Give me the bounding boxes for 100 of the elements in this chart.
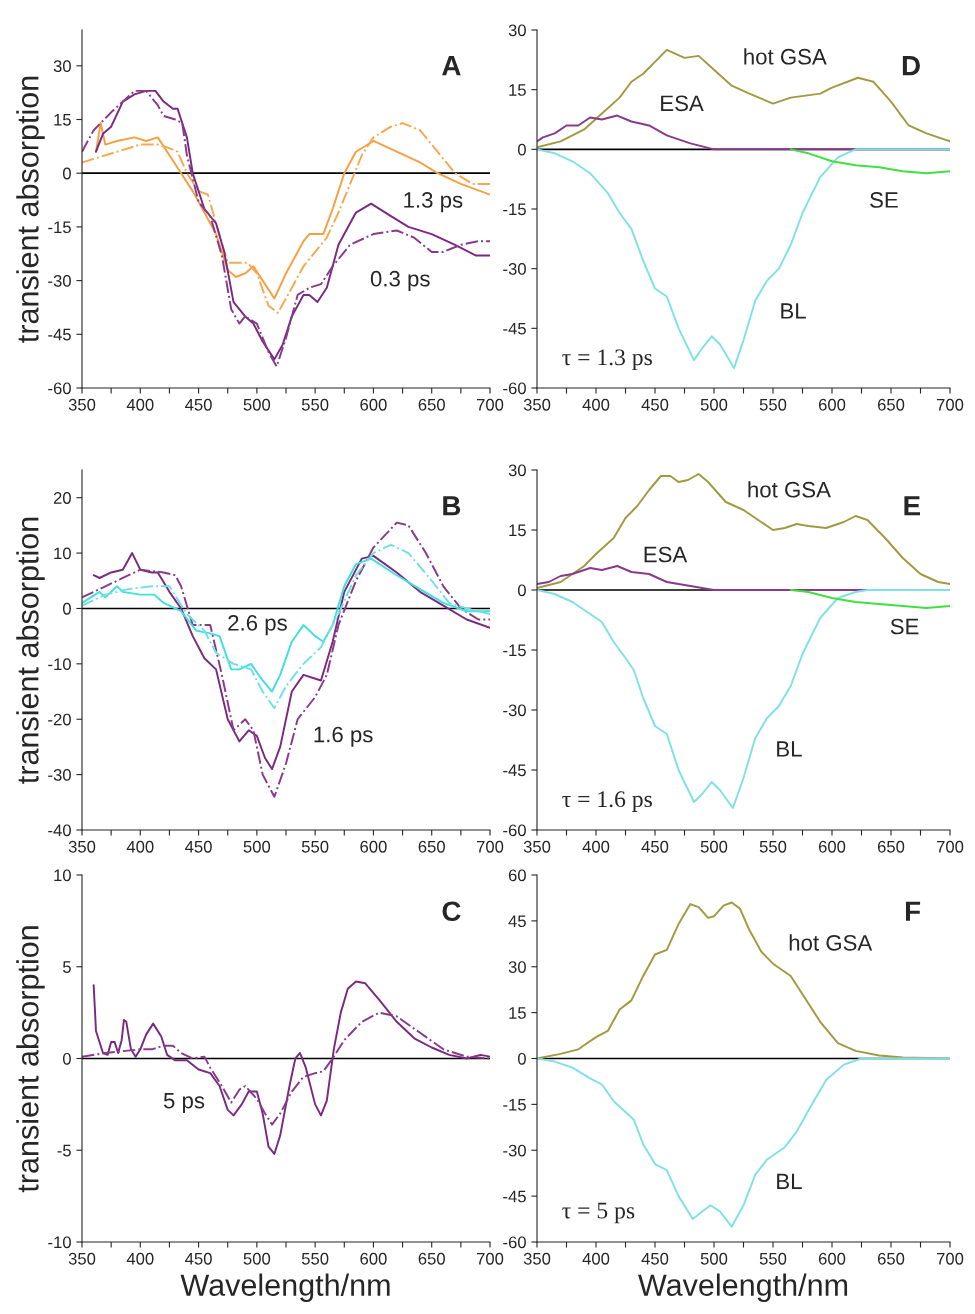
x-tick-label: 600 xyxy=(360,1252,387,1265)
x-tick-label: 500 xyxy=(243,840,271,853)
x-tick-label: 400 xyxy=(582,1252,610,1265)
y-tick-label: 15 xyxy=(509,1007,526,1019)
x-tick-label: 700 xyxy=(476,840,504,853)
x-tick-label: 600 xyxy=(818,1252,846,1265)
x-tick-label: 500 xyxy=(700,840,728,853)
y-tick-label: -10 xyxy=(48,1236,71,1249)
x-tick-label: 700 xyxy=(936,840,964,853)
series-label: 5 ps xyxy=(163,1093,205,1113)
x-tick-label: 400 xyxy=(582,840,610,853)
y-tick-label: -20 xyxy=(48,713,71,726)
x-tick-label: 650 xyxy=(418,1252,445,1265)
y-tick-label: 0 xyxy=(517,1052,526,1065)
x-tick-label: 400 xyxy=(126,398,154,411)
x-tick-label: 350 xyxy=(68,398,96,411)
x-tick-label: 600 xyxy=(360,398,387,411)
x-tick-label: 450 xyxy=(641,1252,669,1265)
y-tick-label: 30 xyxy=(53,60,71,72)
text: C xyxy=(442,901,461,922)
annotation: τ = 5 ps xyxy=(562,1202,635,1224)
y-tick-label: 45 xyxy=(508,915,526,928)
x-tick-label: 700 xyxy=(476,398,504,411)
x-tick-label: 450 xyxy=(641,398,669,411)
x-tick-label: 500 xyxy=(243,1252,271,1265)
y-tick-label: 10 xyxy=(54,869,71,882)
y-tick-label: 0 xyxy=(62,602,71,615)
x-tick-label: 650 xyxy=(418,840,445,853)
x-tick-label: 650 xyxy=(418,398,445,411)
series-label: hot GSA xyxy=(789,934,873,951)
x-tick-label: 600 xyxy=(818,398,846,411)
y-tick-label: -40 xyxy=(48,824,71,837)
text: E xyxy=(904,496,920,516)
x-tick-label: 450 xyxy=(641,840,669,853)
y-tick-label: 30 xyxy=(508,464,526,477)
y-tick-label: -60 xyxy=(503,1236,526,1249)
x-tick-label: 550 xyxy=(759,840,787,853)
y-tick-label: -30 xyxy=(503,263,526,275)
x-tick-label: 400 xyxy=(126,1252,154,1265)
y-tick-label: 15 xyxy=(54,114,71,126)
x-tick-label: 550 xyxy=(301,840,329,853)
y-tick-label: 5 xyxy=(62,961,71,973)
series-label: hot GSA xyxy=(744,48,827,65)
x-tick-label: 350 xyxy=(523,840,551,853)
y-tick-label: -30 xyxy=(48,275,71,287)
series-label: hot GSA xyxy=(748,481,831,498)
y-tick-label: -45 xyxy=(48,328,71,341)
y-tick-label: 0 xyxy=(62,1052,71,1065)
series-label: 2.6 ps xyxy=(228,615,287,636)
x-tick-label: 400 xyxy=(582,398,610,411)
y-tick-label: -10 xyxy=(48,658,71,671)
series-label: BL xyxy=(777,1173,802,1190)
y-tick-label: 0 xyxy=(517,143,526,156)
y-tick-label: 15 xyxy=(509,524,526,537)
series-label: SE xyxy=(890,618,919,635)
x-tick-label: 450 xyxy=(185,840,212,853)
x-tick-label: 700 xyxy=(476,1252,504,1265)
text: A xyxy=(442,56,461,76)
y-tick-label: -15 xyxy=(503,1098,526,1111)
series-label: ESA xyxy=(661,95,704,112)
series-label: 1.6 ps xyxy=(314,726,373,747)
x-tick-label: 450 xyxy=(185,398,212,411)
y-tick-label: -15 xyxy=(48,221,71,234)
annotation: τ = 1.3 ps xyxy=(562,349,652,371)
x-tick-label: 650 xyxy=(877,840,905,853)
x-tick-label: 400 xyxy=(126,840,154,853)
y-tick-label: 20 xyxy=(53,492,71,504)
x-tick-label: 550 xyxy=(759,398,787,411)
y-axis-title: transient absorption xyxy=(16,517,45,784)
y-tick-label: 0 xyxy=(62,167,71,180)
text: F xyxy=(905,901,921,921)
y-tick-label: -45 xyxy=(503,322,526,335)
x-tick-label: 700 xyxy=(936,398,964,411)
x-axis-title: Wavelength/nm xyxy=(180,1273,390,1302)
y-tick-label: 0 xyxy=(517,584,526,597)
x-tick-label: 650 xyxy=(877,1252,905,1265)
x-tick-label: 350 xyxy=(523,1252,551,1265)
y-tick-label: -15 xyxy=(503,644,526,657)
y-tick-label: -15 xyxy=(503,203,526,216)
x-tick-label: 350 xyxy=(68,840,96,853)
text: B xyxy=(443,496,461,516)
y-axis-title: transient absorption xyxy=(16,76,45,343)
x-axis-title: Wavelength/nm xyxy=(638,1273,848,1302)
y-tick-label: 10 xyxy=(54,547,71,560)
y-tick-label: -60 xyxy=(48,382,71,395)
y-tick-label: -5 xyxy=(57,1144,71,1157)
y-tick-label: 30 xyxy=(508,24,526,37)
y-tick-label: -30 xyxy=(503,1144,526,1157)
y-tick-label: 60 xyxy=(508,869,526,882)
y-tick-label: -30 xyxy=(48,769,71,781)
x-tick-label: 500 xyxy=(700,1252,728,1265)
x-tick-label: 550 xyxy=(301,1252,329,1265)
text: D xyxy=(902,56,920,76)
y-tick-label: -60 xyxy=(503,824,526,837)
series-label: BL xyxy=(777,741,802,757)
x-tick-label: 500 xyxy=(243,398,271,411)
x-tick-label: 550 xyxy=(759,1252,787,1265)
series-label: ESA xyxy=(644,546,688,563)
x-tick-label: 650 xyxy=(877,398,905,411)
y-tick-label: -45 xyxy=(503,1190,526,1203)
